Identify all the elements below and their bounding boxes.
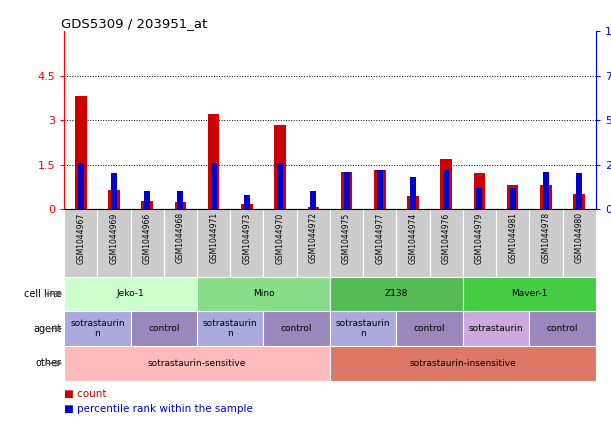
Bar	[310, 191, 316, 209]
Text: GSM1044968: GSM1044968	[176, 212, 185, 264]
Text: GSM1044971: GSM1044971	[209, 212, 218, 264]
Bar	[576, 173, 582, 209]
Bar	[274, 125, 286, 209]
Bar	[443, 170, 449, 209]
FancyBboxPatch shape	[397, 209, 430, 277]
Text: GSM1044979: GSM1044979	[475, 212, 484, 264]
Bar	[208, 114, 219, 209]
Text: other: other	[35, 358, 62, 368]
Text: Mino: Mino	[253, 289, 274, 299]
Bar	[343, 172, 349, 209]
Bar	[377, 170, 382, 209]
Text: Maver-1: Maver-1	[511, 289, 547, 299]
FancyBboxPatch shape	[529, 209, 563, 277]
FancyBboxPatch shape	[197, 277, 330, 311]
Bar	[175, 203, 186, 209]
Bar	[78, 163, 84, 209]
Text: Jeko-1: Jeko-1	[117, 289, 144, 299]
Text: sotrastaurin-sensitive: sotrastaurin-sensitive	[148, 359, 246, 368]
Text: agent: agent	[33, 324, 62, 334]
Bar	[477, 188, 483, 209]
FancyBboxPatch shape	[330, 311, 397, 346]
Bar	[507, 185, 519, 209]
Text: ■ count: ■ count	[64, 389, 107, 399]
Text: Z138: Z138	[385, 289, 408, 299]
FancyBboxPatch shape	[131, 311, 197, 346]
FancyBboxPatch shape	[430, 209, 463, 277]
Text: GSM1044973: GSM1044973	[243, 212, 251, 264]
Text: GSM1044977: GSM1044977	[375, 212, 384, 264]
Text: GSM1044980: GSM1044980	[574, 212, 584, 264]
Bar	[75, 96, 87, 209]
Bar	[244, 195, 250, 209]
Text: GSM1044970: GSM1044970	[276, 212, 285, 264]
Bar	[144, 191, 150, 209]
Bar	[573, 194, 585, 209]
Text: sotrastaurin
n: sotrastaurin n	[70, 319, 125, 338]
Bar	[407, 195, 419, 209]
Text: control: control	[414, 324, 445, 333]
FancyBboxPatch shape	[297, 209, 330, 277]
FancyBboxPatch shape	[330, 209, 363, 277]
Bar	[211, 163, 217, 209]
Bar	[374, 170, 386, 209]
Bar	[341, 172, 353, 209]
Bar	[540, 185, 552, 209]
Text: GSM1044969: GSM1044969	[109, 212, 119, 264]
FancyBboxPatch shape	[230, 209, 263, 277]
FancyBboxPatch shape	[563, 209, 596, 277]
Text: sotrastaurin
n: sotrastaurin n	[336, 319, 390, 338]
Bar	[141, 201, 153, 209]
Text: control: control	[547, 324, 578, 333]
FancyBboxPatch shape	[363, 209, 397, 277]
FancyBboxPatch shape	[496, 209, 529, 277]
Text: control: control	[148, 324, 180, 333]
Text: GSM1044978: GSM1044978	[541, 212, 551, 264]
Bar	[307, 207, 319, 209]
FancyBboxPatch shape	[463, 277, 596, 311]
Bar	[277, 163, 283, 209]
FancyBboxPatch shape	[263, 209, 297, 277]
FancyBboxPatch shape	[263, 311, 330, 346]
Bar	[474, 173, 485, 209]
FancyBboxPatch shape	[64, 311, 131, 346]
Text: cell line: cell line	[24, 289, 62, 299]
FancyBboxPatch shape	[330, 277, 463, 311]
Text: GSM1044976: GSM1044976	[442, 212, 451, 264]
FancyBboxPatch shape	[463, 209, 496, 277]
FancyBboxPatch shape	[397, 311, 463, 346]
Text: sotrastaurin: sotrastaurin	[469, 324, 524, 333]
Bar	[108, 190, 120, 209]
Text: control: control	[281, 324, 312, 333]
FancyBboxPatch shape	[529, 311, 596, 346]
Text: GSM1044967: GSM1044967	[76, 212, 86, 264]
Text: ■ percentile rank within the sample: ■ percentile rank within the sample	[64, 404, 253, 414]
Bar	[410, 177, 416, 209]
Text: GSM1044966: GSM1044966	[143, 212, 152, 264]
FancyBboxPatch shape	[131, 209, 164, 277]
FancyBboxPatch shape	[64, 277, 197, 311]
FancyBboxPatch shape	[330, 346, 596, 381]
FancyBboxPatch shape	[64, 346, 330, 381]
FancyBboxPatch shape	[463, 311, 529, 346]
Bar	[543, 172, 549, 209]
Text: sotrastaurin-insensitive: sotrastaurin-insensitive	[409, 359, 516, 368]
Text: sotrastaurin
n: sotrastaurin n	[203, 319, 258, 338]
FancyBboxPatch shape	[197, 311, 263, 346]
Bar	[241, 203, 253, 209]
Text: GDS5309 / 203951_at: GDS5309 / 203951_at	[62, 17, 208, 30]
Bar	[441, 159, 452, 209]
FancyBboxPatch shape	[164, 209, 197, 277]
Text: GSM1044975: GSM1044975	[342, 212, 351, 264]
Bar	[177, 191, 183, 209]
Text: GSM1044974: GSM1044974	[409, 212, 417, 264]
FancyBboxPatch shape	[64, 209, 97, 277]
Bar	[111, 173, 117, 209]
Text: GSM1044981: GSM1044981	[508, 212, 517, 264]
FancyBboxPatch shape	[97, 209, 131, 277]
Text: GSM1044972: GSM1044972	[309, 212, 318, 264]
FancyBboxPatch shape	[197, 209, 230, 277]
Bar	[510, 188, 516, 209]
